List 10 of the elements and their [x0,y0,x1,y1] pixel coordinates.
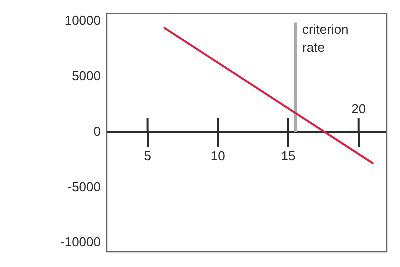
y-tick-label: -5000 [68,179,101,194]
x-tick-label: 15 [281,148,296,164]
ref-line-label: criterion rate [302,22,349,55]
y-tick-label: 10000 [64,13,101,28]
y-tick-label: 0 [94,124,101,139]
y-tick-label: 5000 [72,68,101,84]
x-tick-label: 5 [144,148,152,164]
x-tick-label: 10 [210,148,226,164]
y-tick-label: -10000 [60,234,101,250]
annotation: 20 [352,101,366,116]
